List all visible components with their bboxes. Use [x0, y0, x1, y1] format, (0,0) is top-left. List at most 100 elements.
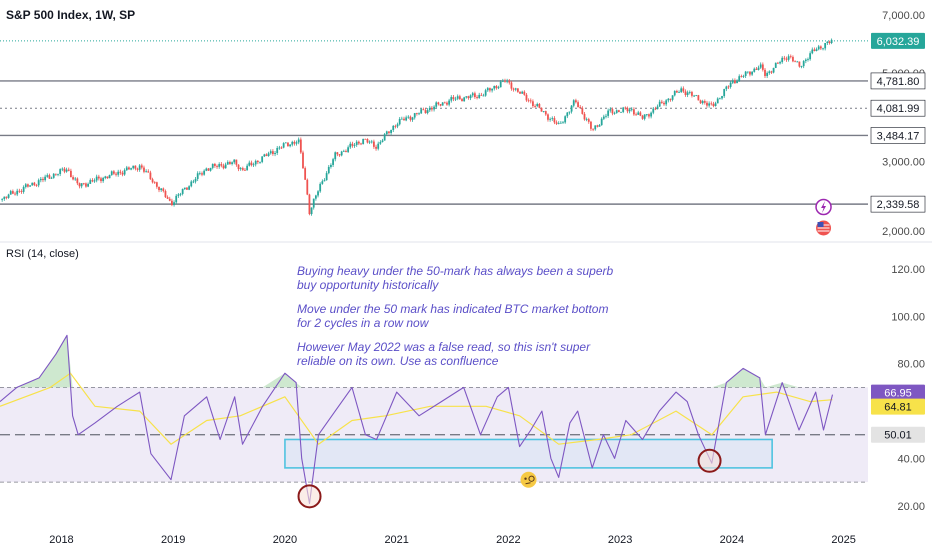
candle-body [605, 115, 607, 117]
candle-body [171, 200, 173, 205]
candle-body [501, 80, 504, 82]
candle-body [7, 194, 10, 198]
candle-body [738, 76, 741, 82]
candle-body [463, 97, 466, 102]
candle-body [441, 102, 444, 106]
candle-body [523, 91, 526, 95]
candle-body [559, 122, 562, 124]
horizontal-level-label-border [870, 195, 926, 213]
candle-body [153, 182, 156, 184]
candle-body [439, 104, 442, 106]
us-flag-icon-canton [817, 222, 824, 227]
candle-body [381, 140, 384, 143]
candle-body [716, 98, 719, 104]
candle-body [794, 61, 796, 63]
candle-body [409, 116, 412, 120]
candle-body [194, 178, 197, 182]
candle-body [342, 150, 345, 152]
candle-body [235, 159, 238, 165]
candle-body [628, 109, 631, 112]
candle-body [759, 64, 762, 68]
candle-body [575, 100, 577, 103]
candle-body [600, 118, 603, 126]
candle-body [366, 139, 369, 143]
candle-body [718, 98, 721, 100]
candle-body [317, 191, 319, 196]
candle-body [822, 48, 824, 50]
candle-body [143, 167, 145, 172]
candle-body [250, 162, 253, 166]
candle-body [774, 62, 777, 68]
candle-body [325, 173, 328, 181]
candle-body [149, 172, 152, 180]
candle-body [781, 57, 784, 63]
candle-body [211, 163, 214, 168]
candle-body [190, 181, 193, 187]
candle-body [128, 167, 130, 170]
rsi-axis-tick-label: 20.00 [897, 501, 925, 513]
candle-body [134, 165, 137, 169]
candle-body [706, 102, 708, 106]
candle-body [607, 110, 610, 116]
candle-body [125, 167, 128, 171]
candle-body [635, 114, 637, 116]
candle-body [220, 164, 223, 166]
candle-body [467, 96, 470, 99]
candle-body [551, 118, 554, 119]
candle-body [824, 43, 827, 49]
candle-body [431, 107, 433, 110]
candle-body [609, 109, 612, 111]
x-axis-tick-label: 2023 [608, 534, 632, 546]
candle-body [29, 185, 31, 187]
candle-body [471, 93, 474, 96]
candle-body [613, 112, 616, 114]
candle-body [792, 56, 794, 62]
candle-body [65, 169, 68, 172]
candle-body [761, 64, 764, 70]
candle-body [435, 102, 438, 107]
candle-body [624, 107, 627, 109]
candle-body [673, 90, 676, 96]
candle-body [585, 119, 588, 120]
candle-body [287, 142, 289, 147]
candle-body [306, 179, 309, 195]
candle-body [770, 71, 773, 73]
candle-body [226, 162, 229, 165]
candle-body [757, 67, 760, 70]
candle-body [233, 159, 236, 163]
candle-body [699, 100, 702, 104]
candle-body [198, 173, 201, 175]
candle-body [424, 110, 427, 114]
candle-body [205, 168, 208, 171]
candle-body [289, 144, 291, 147]
candle-body [544, 111, 547, 115]
candle-body [714, 103, 717, 107]
candle-body [594, 125, 597, 130]
horizontal-level-label: 2,339.58 [877, 199, 920, 211]
candle-body [293, 141, 296, 144]
candle-body [27, 184, 29, 187]
price-axis-tick-label: 2,000.00 [882, 226, 925, 238]
candle-body [405, 117, 408, 121]
candle-body [332, 159, 334, 165]
candle-body [682, 88, 685, 92]
candle-body [351, 143, 354, 146]
candle-body [727, 86, 730, 88]
candle-body [587, 119, 590, 122]
candle-body [280, 147, 283, 149]
candle-body [514, 88, 517, 90]
candle-body [248, 162, 251, 166]
candle-body [660, 101, 663, 103]
candle-body [259, 161, 261, 163]
candle-body [422, 109, 425, 111]
candle-body [39, 178, 42, 181]
candle-body [164, 190, 167, 198]
candle-body [218, 164, 221, 167]
candle-body [521, 91, 524, 94]
candle-body [138, 165, 141, 170]
candle-body [697, 95, 700, 101]
candle-body [63, 168, 66, 172]
candle-body [590, 121, 592, 129]
candle-body [755, 68, 758, 70]
horizontal-level-label-bg [871, 72, 925, 89]
